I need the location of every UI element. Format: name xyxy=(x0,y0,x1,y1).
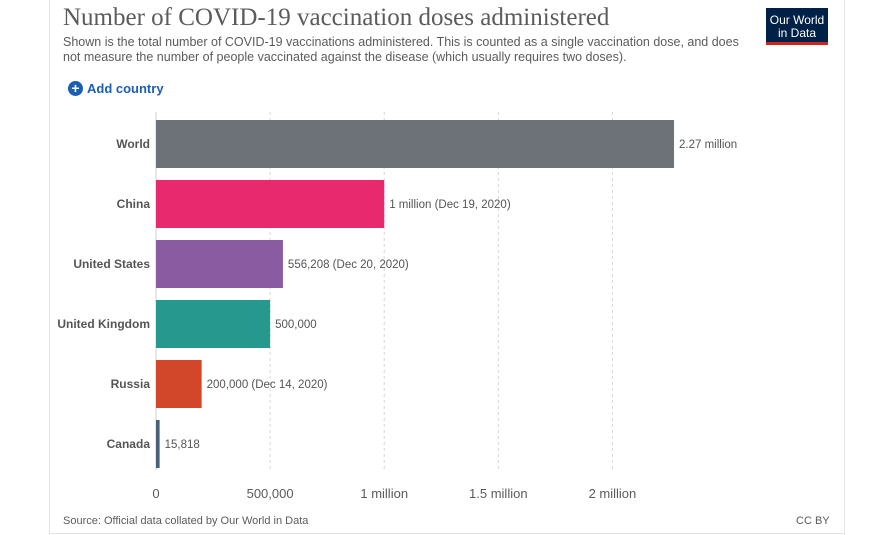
x-tick-label: 500,000 xyxy=(247,486,294,501)
category-label: China xyxy=(117,197,151,211)
data-label: 500,000 xyxy=(275,319,317,331)
bar-canada[interactable] xyxy=(156,420,160,468)
chart-title: Number of COVID-19 vaccination doses adm… xyxy=(63,4,610,31)
x-tick-label: 2 million xyxy=(589,486,637,501)
logo-line-1: Our World xyxy=(769,12,825,27)
owid-logo[interactable]: Our World in Data xyxy=(766,8,828,45)
data-label: 556,208 (Dec 20, 2020) xyxy=(288,259,409,271)
right-border xyxy=(844,0,845,535)
plus-circle-icon: + xyxy=(68,81,83,96)
bar-russia[interactable] xyxy=(156,360,202,408)
left-border xyxy=(49,0,50,535)
bar-united-states[interactable] xyxy=(156,240,283,288)
category-label: Russia xyxy=(111,377,151,391)
logo-accent-bar xyxy=(766,42,828,45)
category-label: Canada xyxy=(107,437,151,451)
category-label: United States xyxy=(73,257,150,271)
logo-line-2: in Data xyxy=(777,25,817,40)
bar-china[interactable] xyxy=(156,180,385,228)
chart-subtitle: Shown is the total number of COVID-19 va… xyxy=(63,35,739,64)
bottom-border xyxy=(49,533,845,534)
data-label: 15,818 xyxy=(165,439,200,451)
data-label: 200,000 (Dec 14, 2020) xyxy=(207,379,328,391)
add-country-label: Add country xyxy=(87,81,164,96)
bar-united-kingdom[interactable] xyxy=(156,300,271,348)
bar-world[interactable] xyxy=(156,120,675,168)
add-country-button[interactable]: + Add country xyxy=(68,81,164,96)
x-tick-label: 1 million xyxy=(360,486,408,501)
license-link[interactable]: CC BY xyxy=(796,515,830,527)
data-label: 2.27 million xyxy=(679,139,737,151)
data-label: 1 million (Dec 19, 2020) xyxy=(389,199,511,211)
x-tick-label: 1.5 million xyxy=(469,486,528,501)
x-tick-label: 0 xyxy=(152,486,159,501)
category-label: World xyxy=(116,137,150,151)
category-label: United Kingdom xyxy=(57,317,150,331)
source-note: Source: Official data collated by Our Wo… xyxy=(63,515,309,527)
